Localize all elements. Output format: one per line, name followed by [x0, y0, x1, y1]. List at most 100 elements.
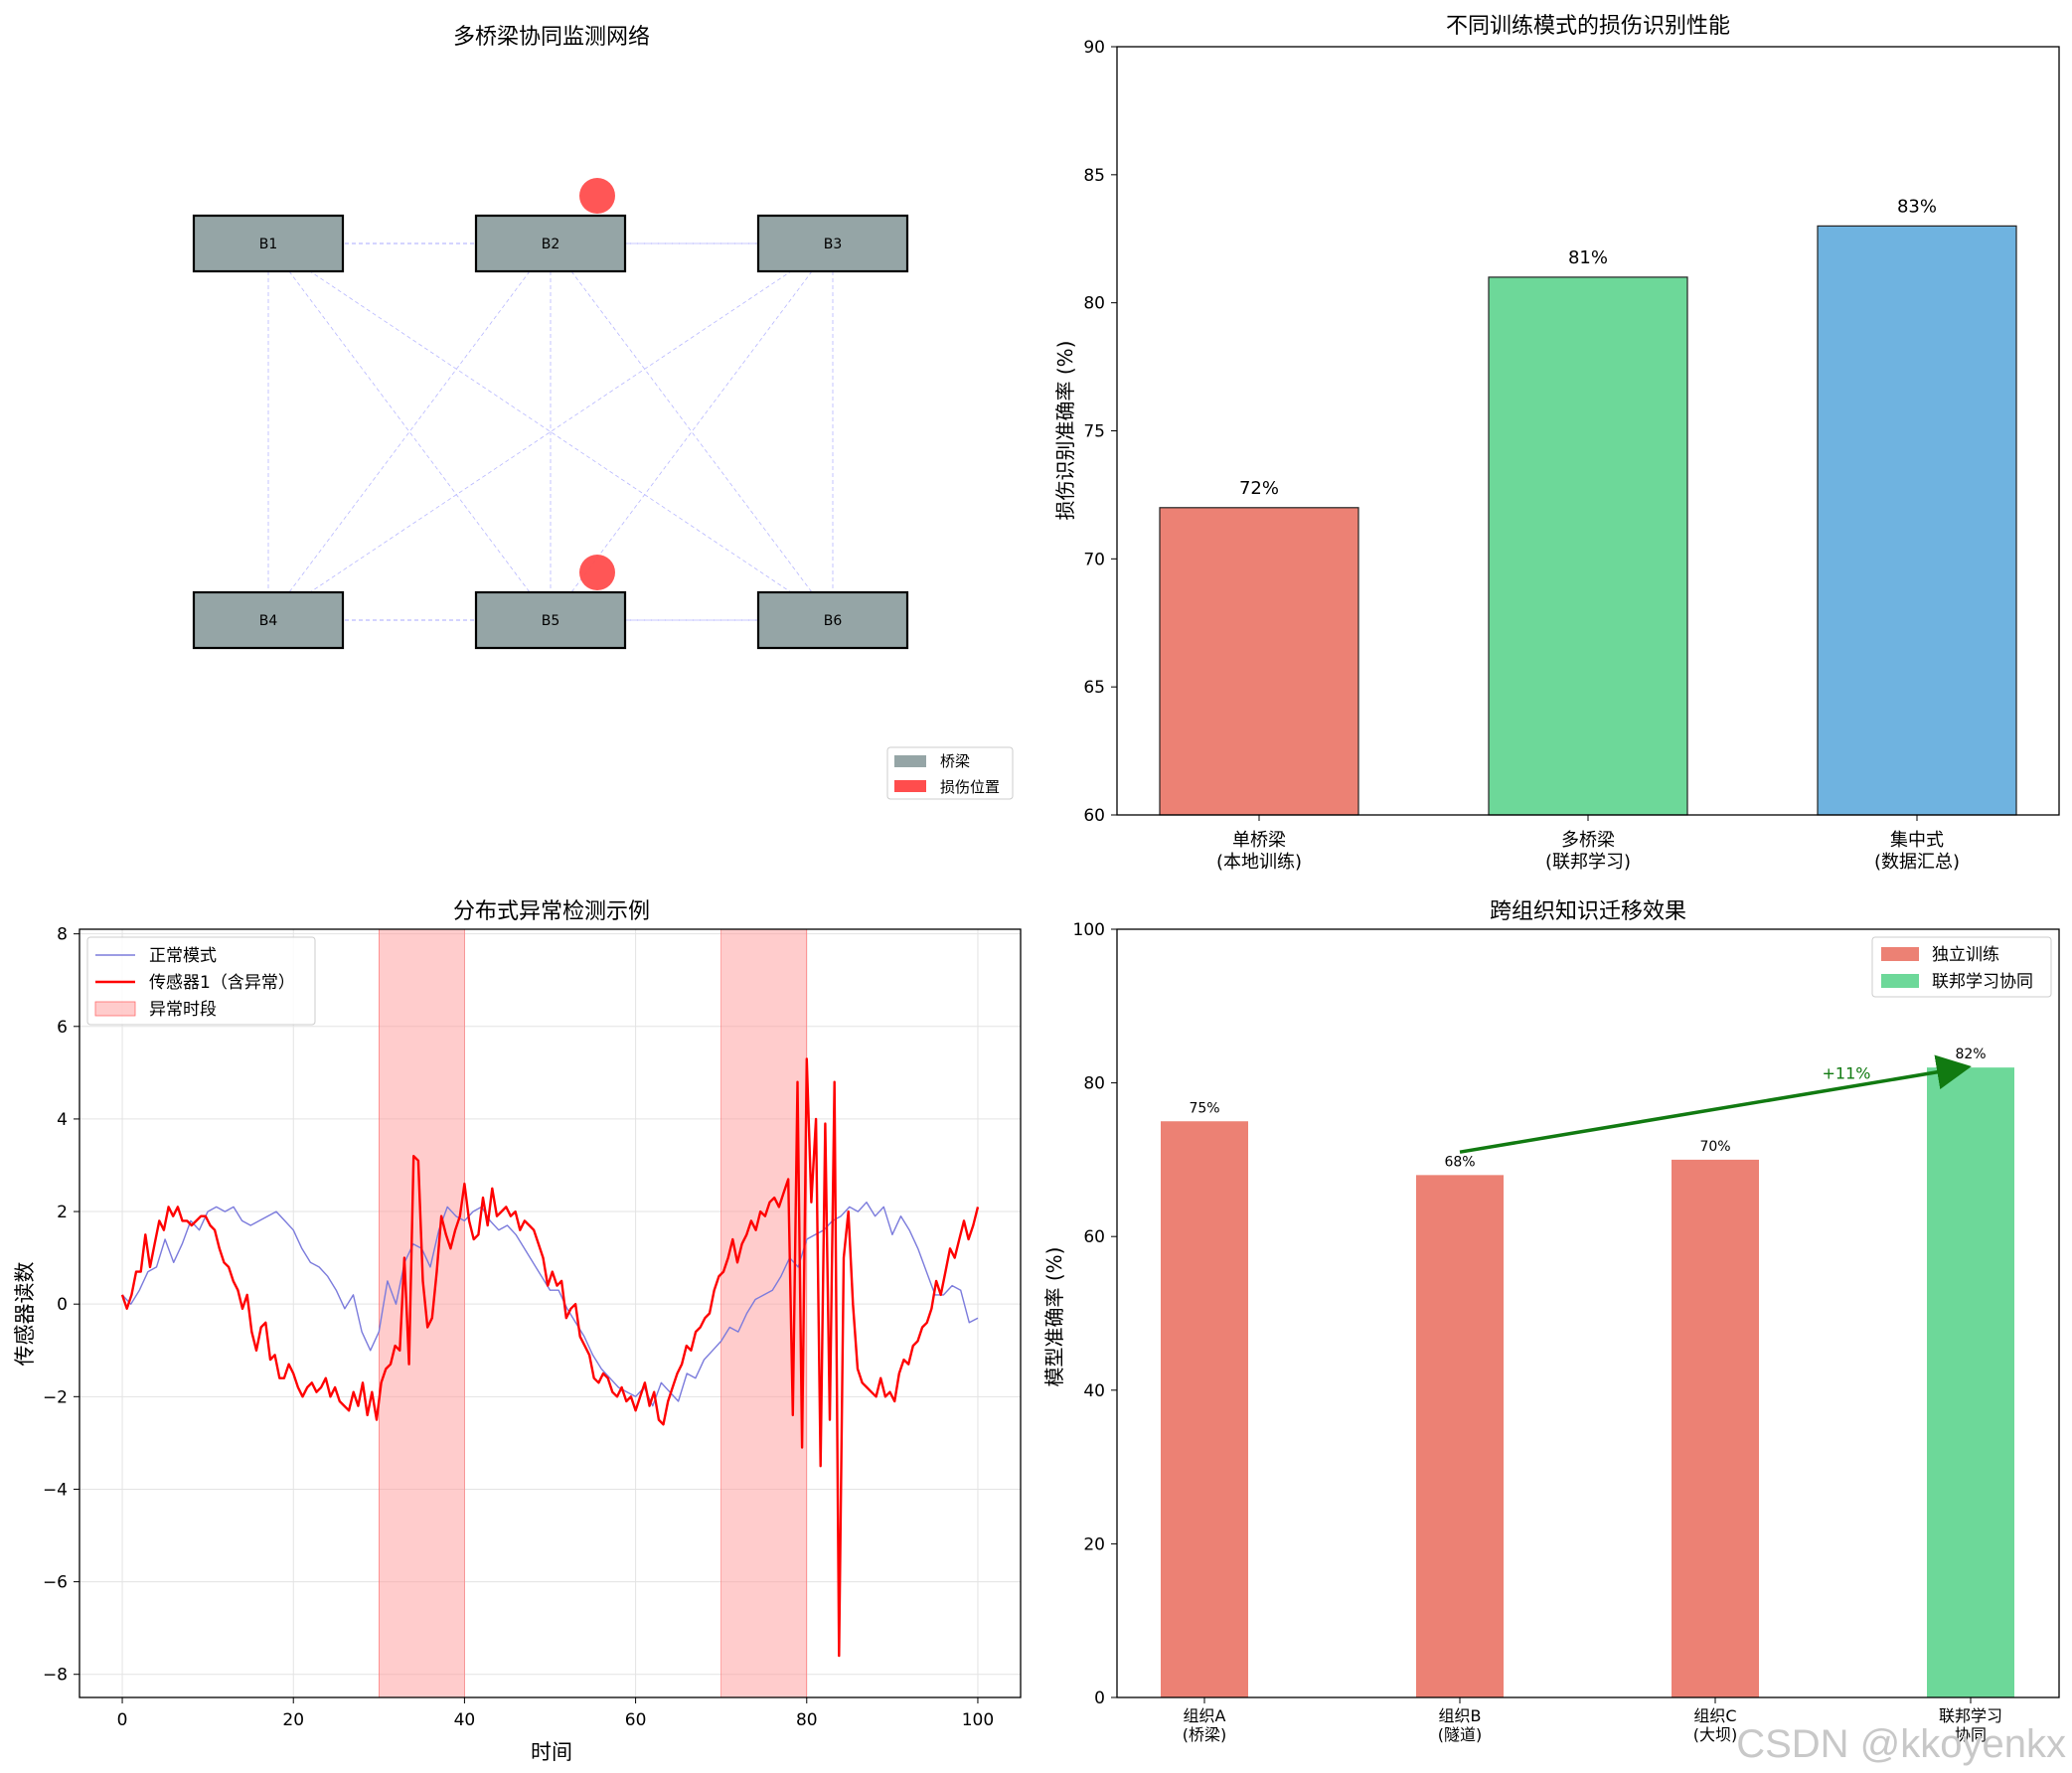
bridge-node-label: B4: [259, 613, 278, 629]
y-tick-label: 4: [57, 1110, 68, 1130]
bridge-node-b2: [474, 214, 627, 273]
legend-federated-label: 联邦学习协同: [1932, 972, 2033, 992]
y-tick-label: 70: [1083, 550, 1105, 569]
anomaly-span: [720, 928, 808, 1698]
bar-chart-frame: [1116, 46, 2060, 816]
x-tick-label: 联邦学习协同: [1939, 1706, 2002, 1744]
legend-independent-label: 独立训练: [1932, 945, 1999, 965]
network-edge: [267, 242, 834, 621]
sensor-1-line: [120, 1057, 980, 1658]
y-tick-label: 80: [1083, 294, 1105, 314]
bridge-node-label: B2: [542, 237, 560, 252]
transfer-bar: [1161, 1121, 1248, 1697]
training-mode-bar-chart: 不同训练模式的损伤识别性能 60 65 70 75 80 85 90 72% 单桥梁(本地训练…: [1053, 14, 2060, 873]
anomaly-span: [379, 928, 465, 1698]
line-chart-ticks: 0 20 40 60 80 100 −8 −6 −4 −2 0 2 4 6 8: [43, 925, 994, 1730]
transfer-bar-value: 70%: [1699, 1139, 1730, 1155]
network-title: 多桥梁协同监测网络: [453, 25, 650, 50]
bridge-node-b6: [756, 590, 909, 650]
network-panel: 多桥梁协同监测网络 B1 B2 B3 B4 B5 B6 桥梁 损伤位置: [192, 25, 1014, 800]
x-tick-label: 组织A (桥梁): [1183, 1706, 1227, 1744]
y-tick-label: −6: [43, 1573, 68, 1593]
legend-normal-label: 正常模式: [149, 946, 217, 966]
legend-damage-swatch: [894, 780, 926, 792]
watermark: CSDN @kkoyenkx: [1736, 1722, 2066, 1766]
transfer-gain-label: +11%: [1823, 1064, 1871, 1083]
bridge-node-label: B6: [824, 613, 843, 629]
line-chart-x-label: 时间: [531, 1740, 572, 1764]
y-tick-label: 85: [1083, 166, 1105, 186]
legend-bridge-swatch: [894, 755, 926, 767]
legend-damage-label: 损伤位置: [940, 778, 1000, 796]
legend-independent-swatch: [1881, 947, 1919, 961]
transfer-chart-title: 跨组织知识迁移效果: [1490, 899, 1686, 924]
line-chart-series: [120, 1057, 980, 1658]
legend-bridge-label: 桥梁: [940, 752, 970, 770]
y-tick-label: 8: [57, 925, 68, 945]
y-tick-label: 80: [1083, 1074, 1105, 1094]
transfer-bar-value: 68%: [1444, 1154, 1475, 1170]
network-edge: [267, 242, 552, 621]
network-edge: [267, 242, 552, 621]
bar-chart-bars: 72% 单桥梁(本地训练) 81% 多桥梁(联邦学习) 83% 集中式(数据汇总): [1159, 196, 2017, 873]
x-tick-label: 100: [962, 1710, 994, 1730]
transfer-bar-value: 75%: [1189, 1100, 1219, 1116]
bar-value-label: 83%: [1897, 196, 1937, 217]
bar-chart-y-label: 损伤识别准确率 (%): [1053, 341, 1077, 521]
network-edge: [550, 242, 834, 621]
transfer-y-label: 模型准确率 (%): [1042, 1247, 1066, 1387]
line-chart-frame: [79, 928, 1022, 1698]
network-edge: [267, 242, 834, 621]
network-edges: [267, 242, 834, 621]
y-tick-label: 6: [57, 1018, 68, 1038]
bar-chart-y-ticks: 60 65 70 75 80 85 90: [1083, 38, 1117, 826]
legend-span-label: 异常时段: [149, 1000, 217, 1020]
y-tick-label: 0: [57, 1295, 68, 1315]
y-tick-label: 2: [57, 1203, 68, 1222]
legend-federated-swatch: [1881, 974, 1919, 988]
bridge-node-label: B3: [824, 237, 843, 252]
bar: [1488, 276, 1688, 816]
bar: [1159, 507, 1359, 816]
y-tick-label: 60: [1083, 1227, 1105, 1247]
bar-value-label: 72%: [1239, 478, 1279, 499]
bridge-node-b3: [756, 214, 909, 273]
bridge-node-b4: [192, 590, 345, 650]
x-tick-label: 集中式(数据汇总): [1874, 830, 1960, 873]
bar-value-label: 81%: [1568, 247, 1608, 268]
transfer-bar-chart: 跨组织知识迁移效果 0 20 40 60 80 100 75% 组织A (桥梁) 68% 组织B(…: [1042, 899, 2060, 1744]
y-tick-label: 0: [1094, 1689, 1105, 1708]
damage-marker: [579, 555, 615, 590]
y-tick-label: −2: [43, 1387, 68, 1407]
bridge-node-b5: [474, 590, 627, 650]
line-chart-legend-frame: [86, 936, 316, 1026]
legend-span-swatch: [94, 1001, 136, 1017]
transfer-chart-frame: [1116, 928, 2060, 1698]
y-tick-label: −4: [43, 1480, 68, 1500]
y-tick-label: −8: [43, 1666, 68, 1686]
transfer-bars: 75% 组织A (桥梁) 68% 组织B (隧道) 70% 组织C (大坝) 82% 联邦学习协同: [1161, 1047, 2014, 1744]
y-tick-label: 40: [1083, 1381, 1105, 1401]
bridge-node-label: B5: [542, 613, 560, 629]
x-tick-label: 组织B (隧道): [1438, 1706, 1483, 1744]
line-chart-y-label: 传感器读数: [13, 1262, 37, 1367]
x-tick-label: 0: [117, 1710, 128, 1730]
transfer-legend: 独立训练 联邦学习协同: [1871, 936, 2052, 998]
x-tick-label: 60: [625, 1710, 647, 1730]
legend-sensor-label: 传感器1（含异常）: [149, 973, 295, 993]
y-tick-label: 60: [1083, 806, 1105, 826]
transfer-arrow: [1459, 1054, 1972, 1154]
y-tick-label: 75: [1083, 422, 1105, 442]
transfer-bar: [1416, 1175, 1504, 1697]
transfer-bar-value: 82%: [1955, 1047, 1986, 1062]
x-tick-label: 80: [796, 1710, 818, 1730]
line-chart-grid: [80, 929, 1021, 1697]
anomaly-spans: [379, 928, 808, 1698]
bar-chart-title: 不同训练模式的损伤识别性能: [1446, 14, 1730, 39]
line-chart-title: 分布式异常检测示例: [453, 899, 650, 924]
transfer-bar: [1927, 1067, 2014, 1697]
x-tick-label: 组织C (大坝): [1693, 1706, 1738, 1744]
y-tick-label: 90: [1083, 38, 1105, 58]
damage-marker: [579, 178, 615, 214]
